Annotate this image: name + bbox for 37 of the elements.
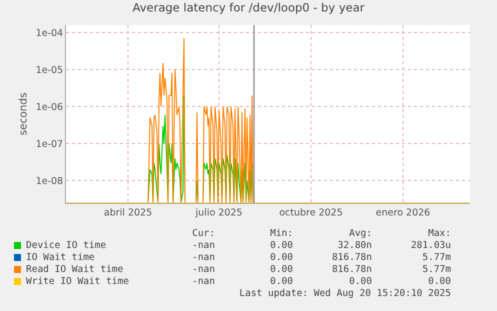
legend-label: Write IO Wait time [26,276,129,287]
text: -nan [192,240,215,251]
text: 0.00 [270,252,293,263]
x-tick-label: enero 2026 [376,207,430,218]
text: 5.77m [422,264,451,275]
text: 0.00 [270,240,293,251]
x-tick-label: abril 2025 [104,207,152,218]
text: 0.00 [270,264,293,275]
legend-label: Device IO time [26,240,106,251]
y-tick-label: 1e-05 [36,64,64,76]
text: -nan [192,264,215,275]
legend-label: IO Wait time [26,252,95,263]
text: 0.00 [349,276,372,287]
legend-label: Read IO Wait time [26,264,124,275]
x-tick-label: julio 2025 [194,207,242,218]
text: -nan [192,276,215,287]
text: 816.78n [332,264,372,275]
y-axis-title: seconds [18,92,30,136]
text: 816.78n [332,252,372,263]
text: Max: [428,228,451,239]
text: 0.00 [428,276,451,287]
text: 0.00 [270,276,293,287]
text: -nan [192,252,215,263]
text: Min: [270,228,293,239]
y-tick-label: 1e-08 [36,176,64,188]
text: 32.80n [338,240,372,251]
y-tick-label: 1e-07 [36,138,64,150]
text: 281.03u [410,240,451,251]
x-tick-label: octubre 2025 [279,207,343,218]
text: 5.77m [422,252,451,263]
y-tick-label: 1e-06 [36,102,64,113]
text: Avg: [349,228,372,239]
line-series [148,38,254,203]
chart-title: Average latency for /dev/loop0 - by year [132,0,365,15]
y-tick-label: 1e-04 [36,28,64,39]
text: Cur: [192,228,215,239]
text: Last update: Wed Aug 20 15:20:10 2025 [239,288,451,299]
